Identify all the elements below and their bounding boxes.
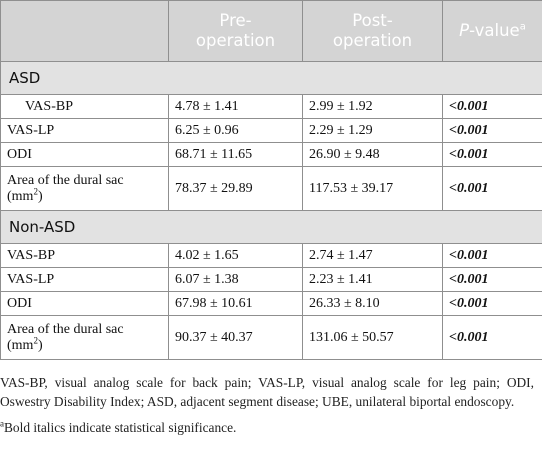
post-value: 2.74 ± 1.47 [302,243,443,268]
post-value: 2.23 ± 1.41 [302,267,443,292]
table-row: VAS-BP 4.78 ± 1.41 2.99 ± 1.92 <0.001 [0,94,542,119]
post-value: 131.06 ± 50.57 [302,315,443,360]
post-value: 117.53 ± 39.17 [302,166,443,211]
table-row: Area of the dural sac (mm2) 90.37 ± 40.3… [0,315,542,360]
pre-value: 6.25 ± 0.96 [168,118,303,143]
pre-value: 78.37 ± 29.89 [168,166,303,211]
p-value: <0.001 [442,315,542,360]
post-value: 26.90 ± 9.48 [302,142,443,167]
pre-value: 90.37 ± 40.37 [168,315,303,360]
table-row: VAS-LP 6.07 ± 1.38 2.23 ± 1.41 <0.001 [0,267,542,292]
table-row: ODI 68.71 ± 11.65 26.90 ± 9.48 <0.001 [0,142,542,167]
table-row: VAS-LP 6.25 ± 0.96 2.29 ± 1.29 <0.001 [0,118,542,143]
table-row: VAS-BP 4.02 ± 1.65 2.74 ± 1.47 <0.001 [0,243,542,268]
p-value: <0.001 [442,166,542,211]
p-value: <0.001 [442,94,542,119]
row-label: ODI [0,142,169,167]
row-label-main: Area of the dural sac (mm [7,321,124,353]
p-value: <0.001 [442,291,542,316]
row-label: Area of the dural sac (mm2) [0,315,169,360]
results-table: Pre- operation Post- operation P-valuea … [0,0,542,360]
pre-value: 67.98 ± 10.61 [168,291,303,316]
row-label-superscript: 2 [33,185,38,196]
footnote-superscript: a [0,418,4,429]
header-pre-line1: Pre- [219,11,252,30]
post-value: 26.33 ± 8.10 [302,291,443,316]
header-post-line1: Post- [352,11,393,30]
p-value: <0.001 [442,118,542,143]
group-label: ASD [0,61,542,95]
pre-value: 4.02 ± 1.65 [168,243,303,268]
row-label: ODI [0,291,169,316]
table-row: ODI 67.98 ± 10.61 26.33 ± 8.10 <0.001 [0,291,542,316]
abbreviations-footnote: VAS-BP, visual analog scale for back pai… [0,375,534,409]
row-label: VAS-BP [0,243,169,268]
group-label: Non-ASD [0,210,542,244]
header-p-rest: -value [469,21,520,40]
results-table-container: Pre- operation Post- operation P-valuea … [0,0,542,360]
p-value: <0.001 [442,267,542,292]
header-post-operation: Post- operation [302,0,443,62]
header-pre-operation: Pre- operation [168,0,303,62]
group-row-asd: ASD [0,61,542,95]
header-p-value: P-valuea [442,0,542,62]
row-label-end: ) [37,188,43,204]
pre-value: 68.71 ± 11.65 [168,142,303,167]
post-value: 2.99 ± 1.92 [302,94,443,119]
row-label-main: Area of the dural sac (mm [7,172,124,204]
header-row: Pre- operation Post- operation P-valuea [0,0,542,62]
header-pre-line2: operation [195,31,276,50]
p-value: <0.001 [442,243,542,268]
significance-footnote: aBold italics indicate statistical signi… [0,418,534,437]
row-label: VAS-LP [0,267,169,292]
row-label: VAS-BP [0,94,169,119]
post-value: 2.29 ± 1.29 [302,118,443,143]
p-value: <0.001 [442,142,542,167]
table-row: Area of the dural sac (mm2) 78.37 ± 29.8… [0,166,542,211]
pre-value: 4.78 ± 1.41 [168,94,303,119]
header-p-italic: P [459,21,470,40]
pre-value: 6.07 ± 1.38 [168,267,303,292]
row-label: Area of the dural sac (mm2) [0,166,169,211]
footnote-text: Bold italics indicate statistical signif… [4,420,237,435]
header-post-line2: operation [332,31,413,50]
group-row-non-asd: Non-ASD [0,210,542,244]
header-empty-cell [0,0,169,62]
row-label: VAS-LP [0,118,169,143]
row-label-superscript: 2 [33,334,38,345]
row-label-end: ) [37,337,43,353]
header-p-superscript: a [519,21,526,33]
